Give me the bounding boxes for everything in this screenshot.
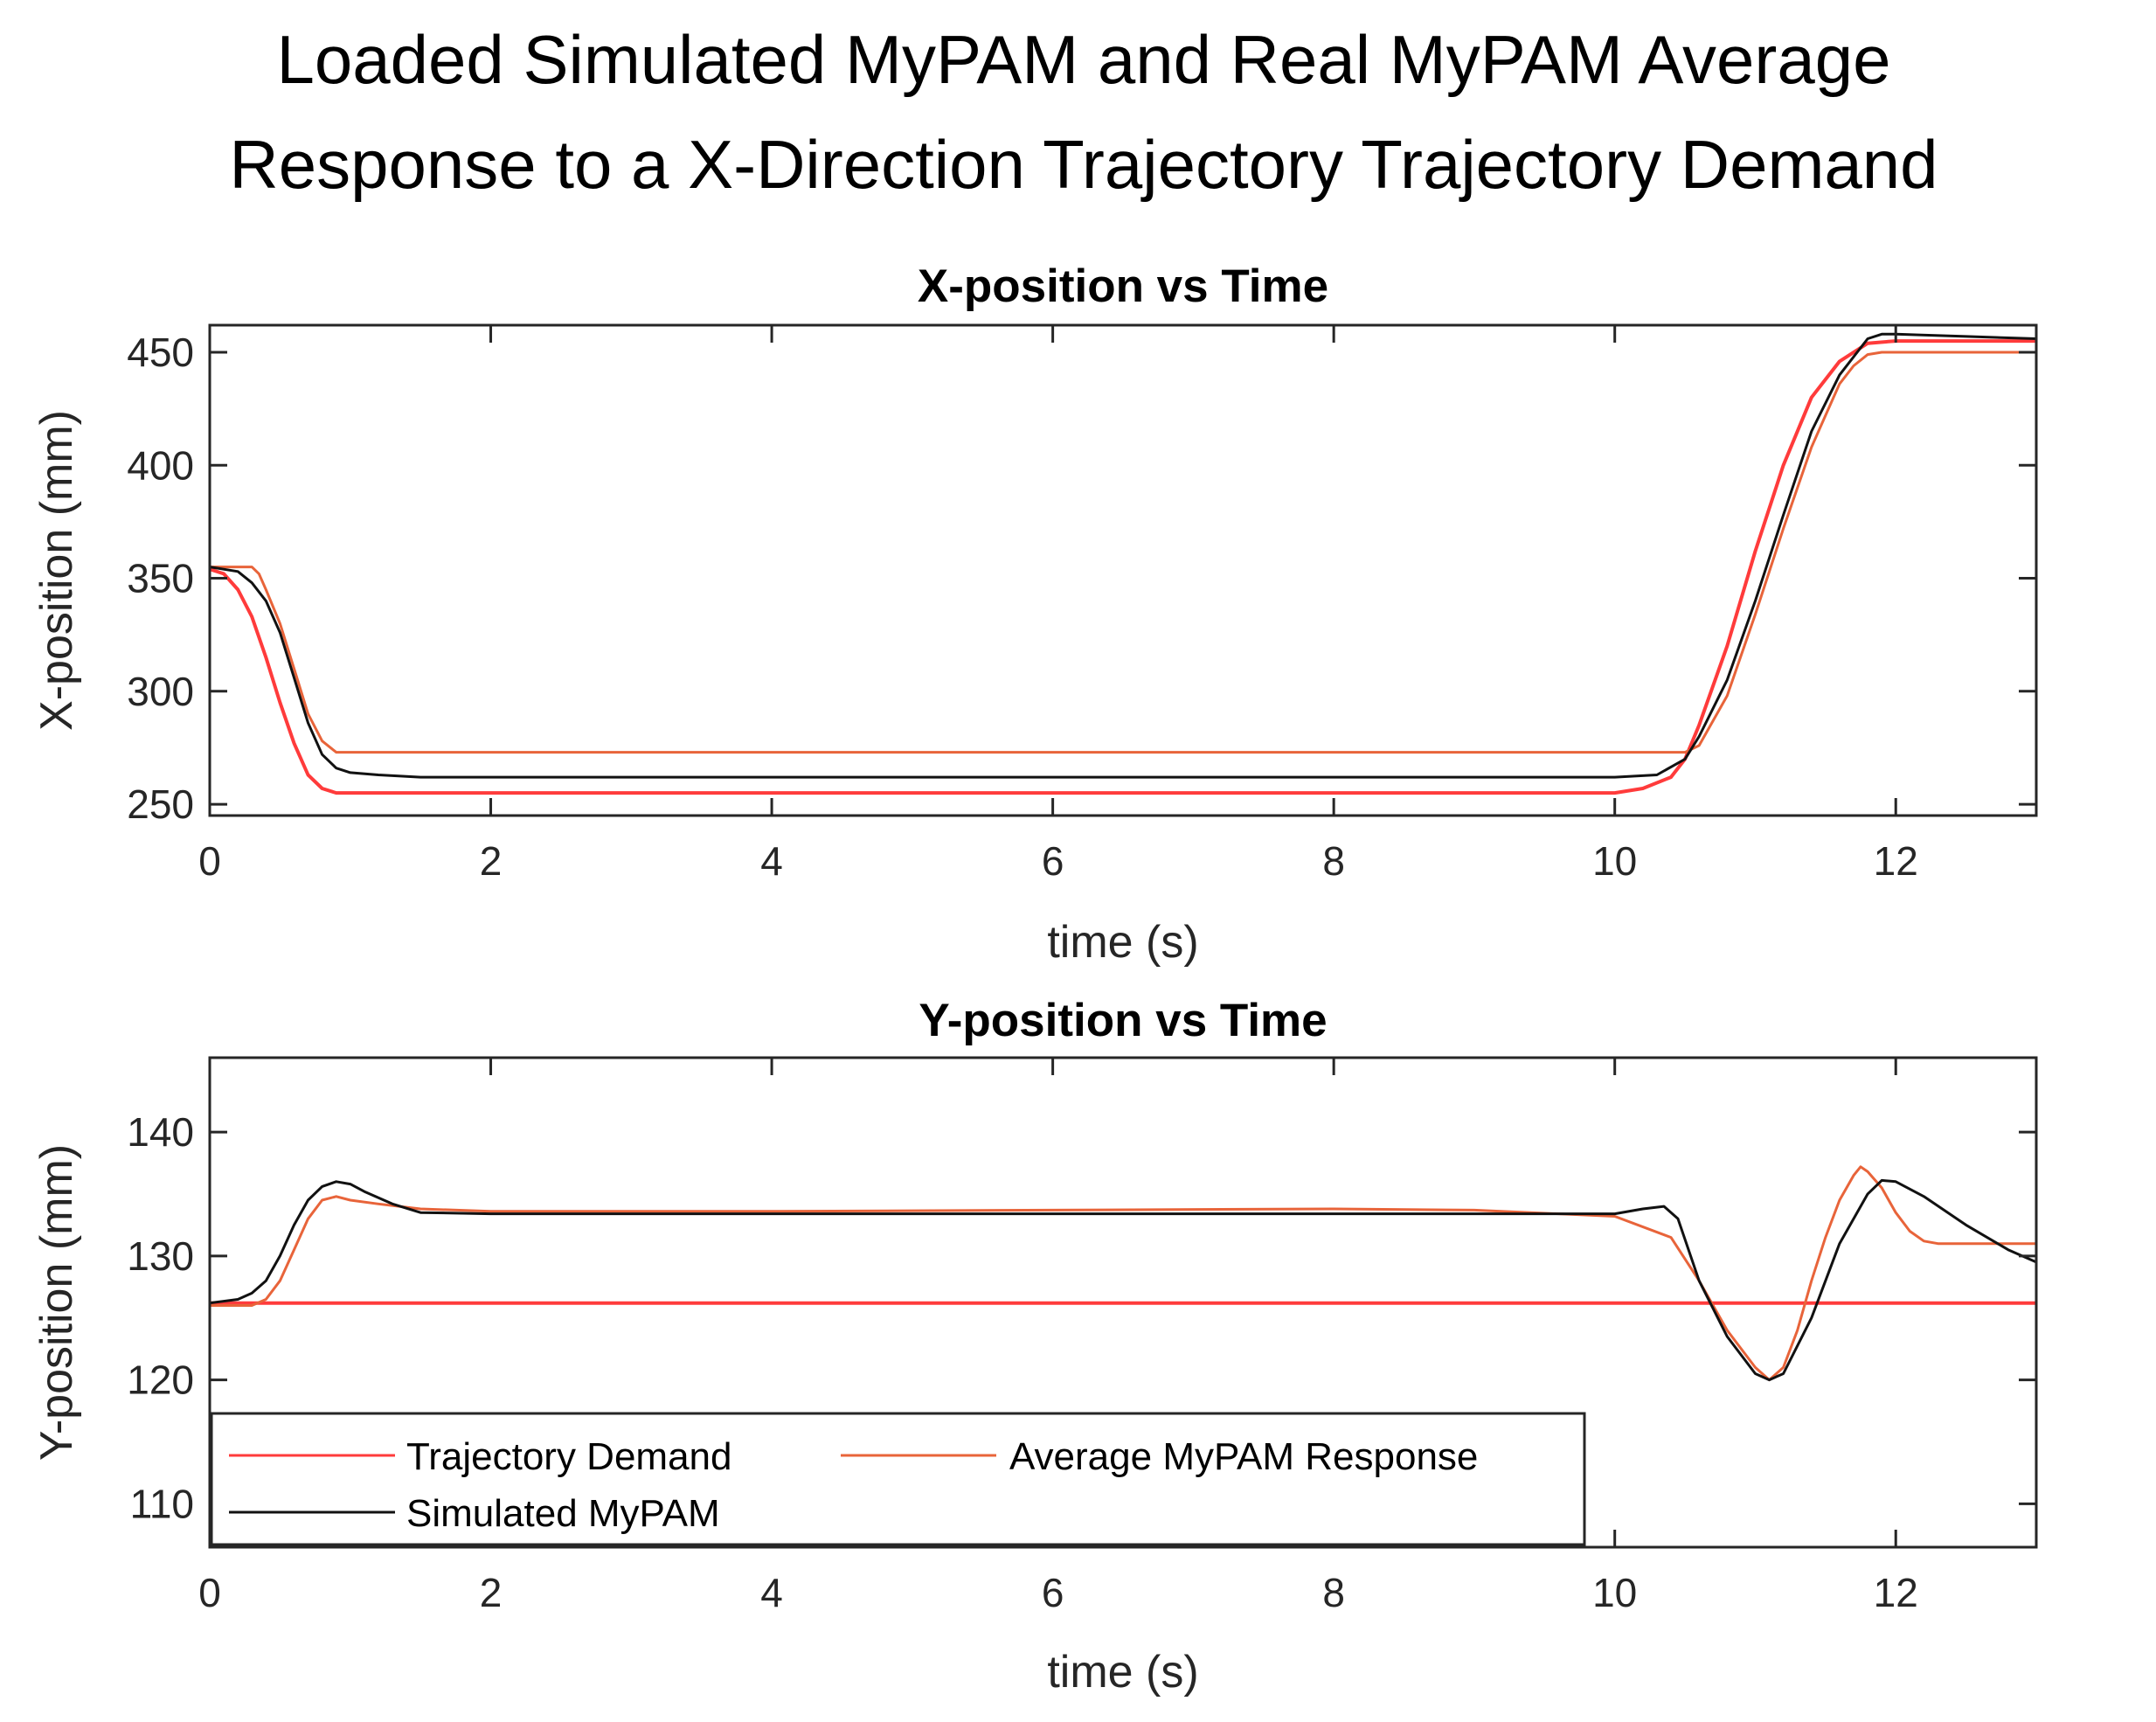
ax0-series-trajectory-demand bbox=[210, 339, 2036, 795]
x-position-plot: 0 2 4 6 8 10 12 250 300 350 400 450 X-position vs Ti… bbox=[31, 260, 2038, 968]
legend: Trajectory Demand Average MyPAM Response… bbox=[210, 1412, 1586, 1546]
ax1-xtick-label-6: 6 bbox=[1042, 1570, 1064, 1615]
ax0-xtick-label-8: 8 bbox=[1322, 838, 1345, 884]
legend-label-simulated: Simulated MyPAM bbox=[406, 1492, 720, 1535]
ax1-xtick-label-4: 4 bbox=[760, 1570, 783, 1615]
ax1-xtick-label-8: 8 bbox=[1322, 1570, 1345, 1615]
ax1-ytick-label-130: 130 bbox=[127, 1233, 194, 1279]
legend-label-trajectory-demand: Trajectory Demand bbox=[406, 1435, 732, 1478]
ax1-title: Y-position vs Time bbox=[919, 995, 1327, 1046]
legend-label-average-response: Average MyPAM Response bbox=[1009, 1435, 1478, 1478]
ax0-xlabel: time (s) bbox=[1047, 917, 1198, 968]
ax1-xtick-label-2: 2 bbox=[480, 1570, 503, 1615]
ax0-xtick-label-10: 10 bbox=[1592, 838, 1637, 884]
ax1-ytick-label-110: 110 bbox=[130, 1481, 194, 1526]
ax0-ytick-label-300: 300 bbox=[127, 669, 194, 714]
ax0-ytick-label-450: 450 bbox=[127, 330, 194, 375]
ax1-xtick-label-12: 12 bbox=[1874, 1570, 1918, 1615]
y-position-plot: 0 2 4 6 8 10 12 110 120 130 140 Y-position vs Time t… bbox=[31, 995, 2038, 1698]
ax0-series-average-mypam-response bbox=[210, 351, 2036, 754]
ax0-xtick-label-12: 12 bbox=[1874, 838, 1918, 884]
ax0-xtick-label-4: 4 bbox=[760, 838, 783, 884]
ax0-ylabel: X-position (mm) bbox=[31, 410, 82, 731]
figure-title-line1: Loaded Simulated MyPAM and Real MyPAM Av… bbox=[277, 21, 1891, 98]
ax0-xtick-label-6: 6 bbox=[1042, 838, 1064, 884]
legend-box bbox=[210, 1412, 1586, 1546]
ax1-xtick-label-0: 0 bbox=[198, 1570, 221, 1615]
ax0-series-simulated-mypam bbox=[210, 332, 2036, 779]
ax1-xtick-label-10: 10 bbox=[1592, 1570, 1637, 1615]
ax1-series-simulated-mypam bbox=[210, 1178, 2036, 1382]
ax0-ytick-label-400: 400 bbox=[127, 442, 194, 488]
ax0-ytick-label-250: 250 bbox=[127, 781, 194, 827]
ax0-ytick-label-350: 350 bbox=[127, 556, 194, 601]
ax0-axes-box bbox=[208, 323, 2038, 817]
ax0-xtick-label-0: 0 bbox=[198, 838, 221, 884]
figure-title-line2: Response to a X-Direction Trajectory Tra… bbox=[229, 126, 1938, 203]
ax1-xlabel: time (s) bbox=[1047, 1647, 1198, 1698]
ax1-ylabel: Y-position (mm) bbox=[31, 1144, 82, 1461]
ax1-ytick-label-120: 120 bbox=[127, 1357, 194, 1403]
ax0-title: X-position vs Time bbox=[918, 260, 1328, 312]
ax1-series-average-mypam-response bbox=[210, 1165, 2036, 1382]
ax0-xtick-label-2: 2 bbox=[480, 838, 503, 884]
ax1-ytick-label-140: 140 bbox=[127, 1109, 194, 1155]
ax1-axes-box bbox=[208, 1056, 2038, 1549]
